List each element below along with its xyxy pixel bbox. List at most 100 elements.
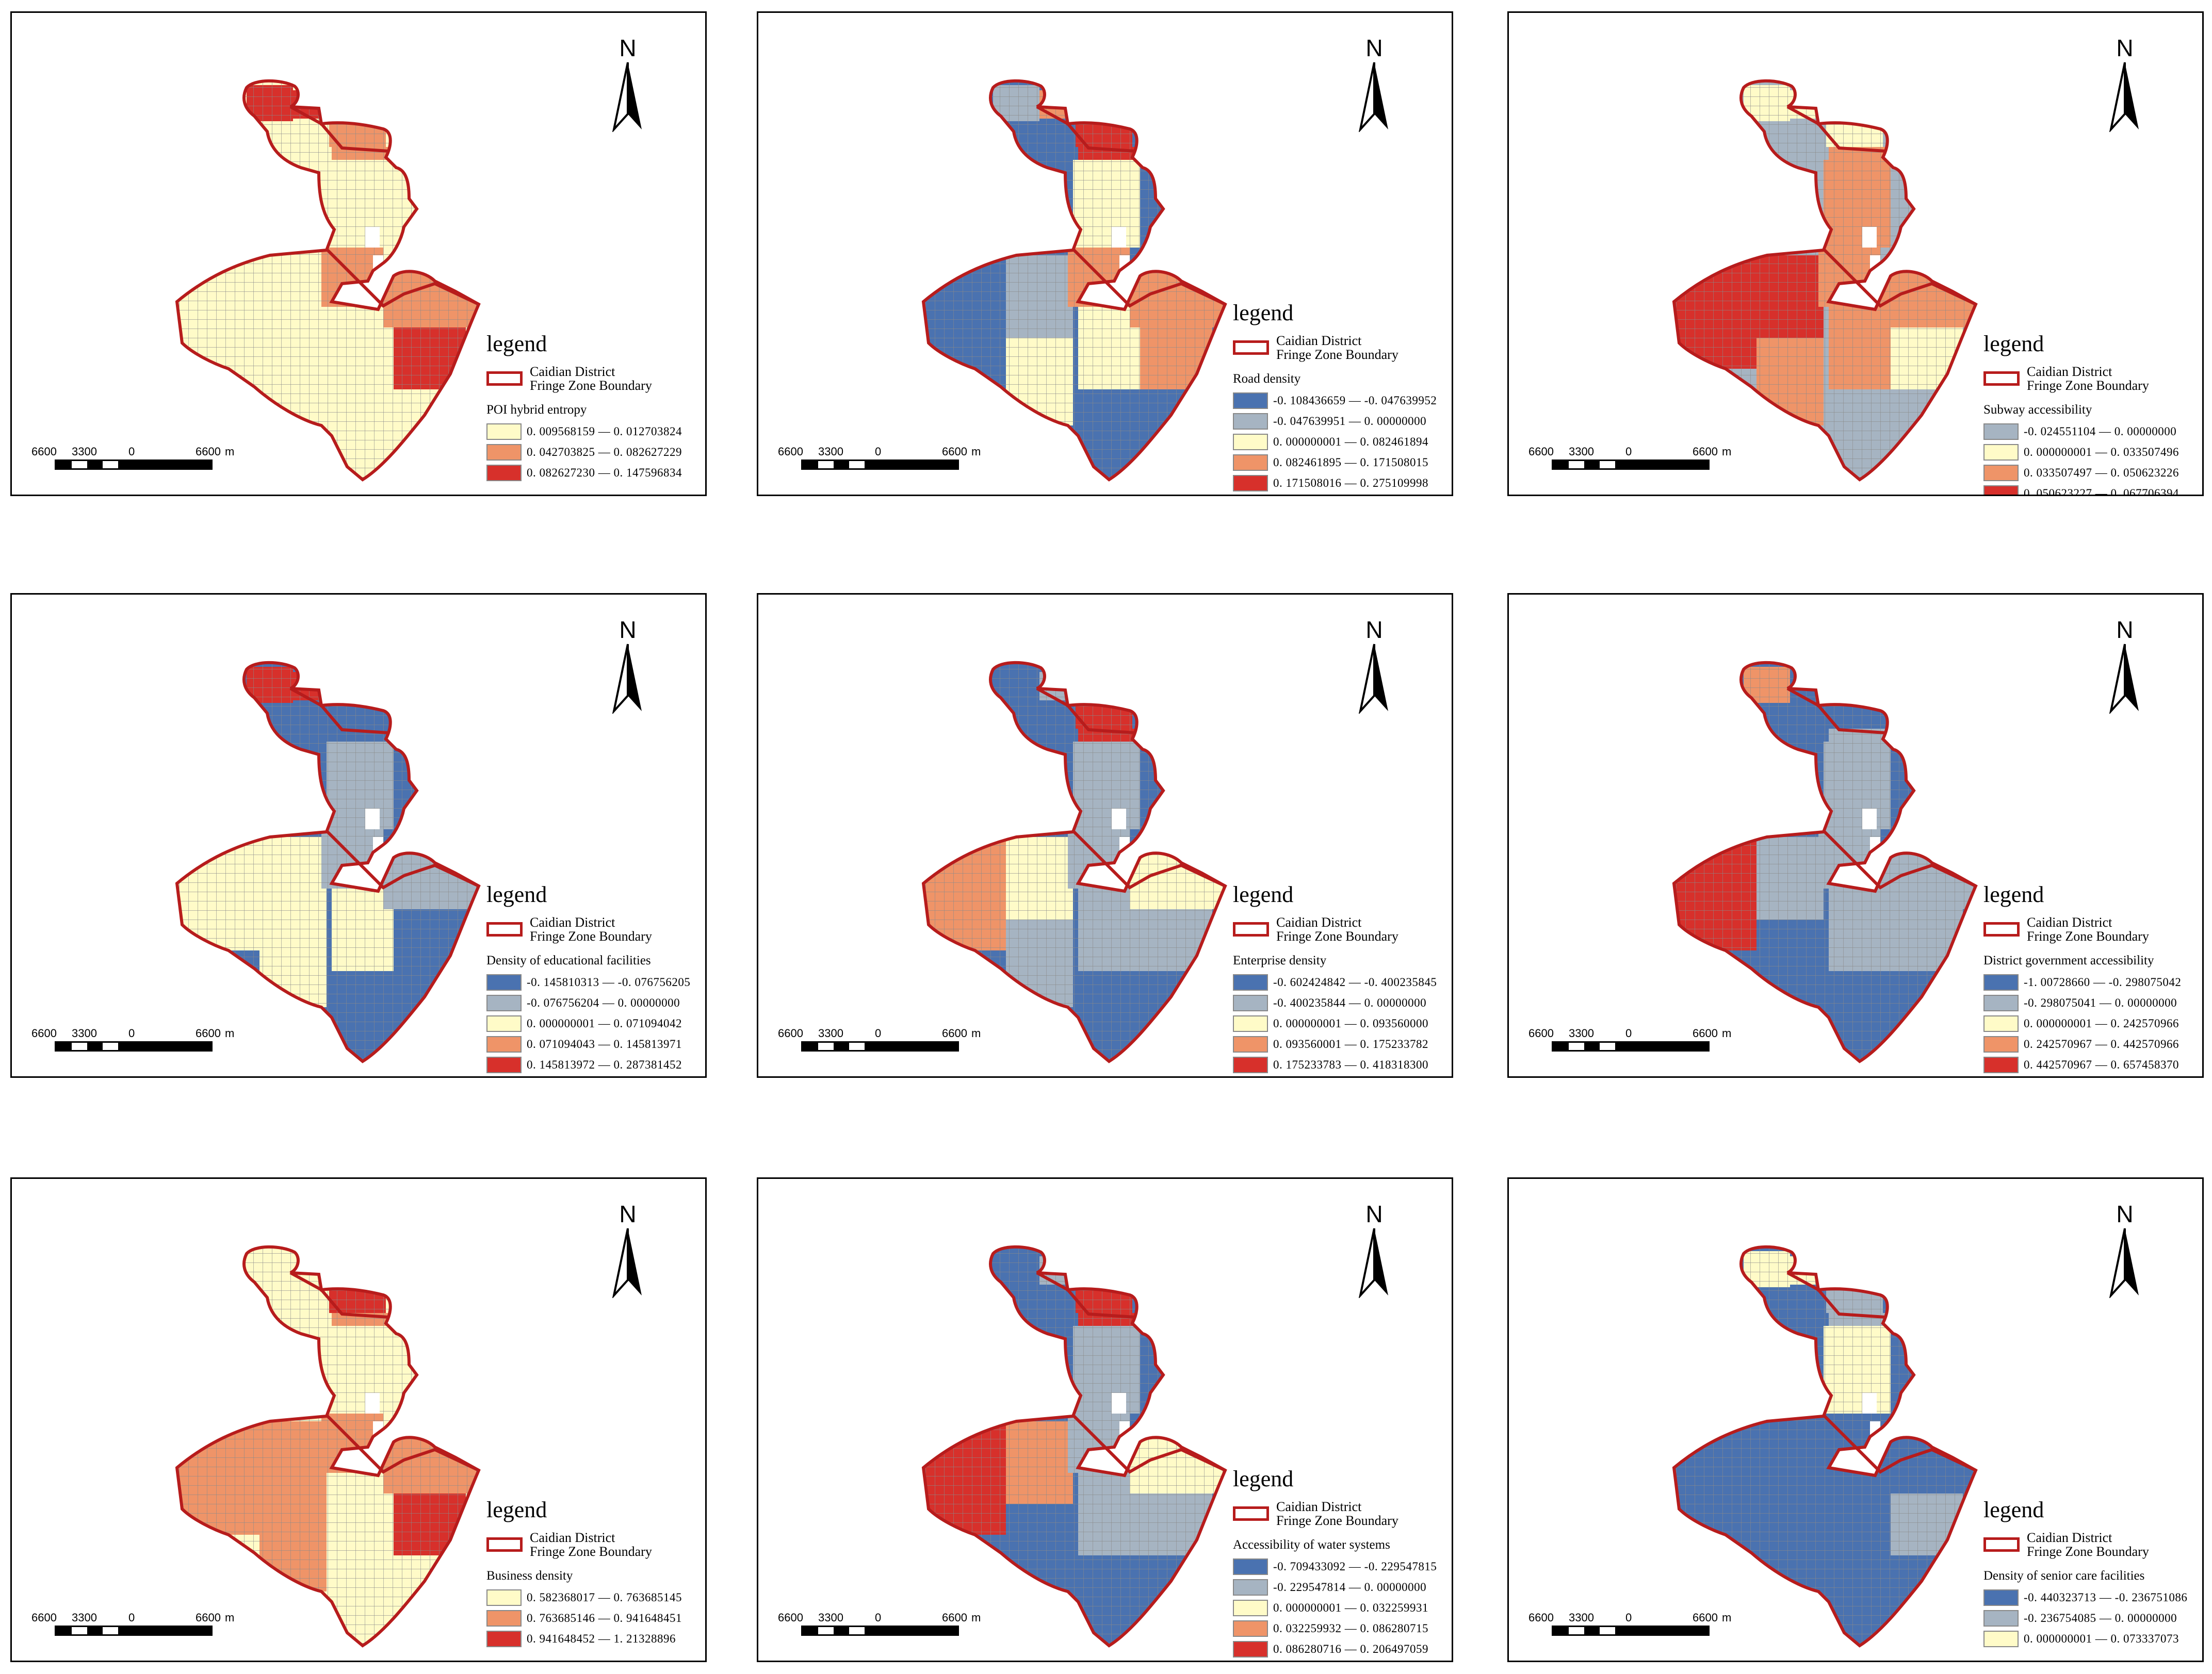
legend-range: 0. 000000001 — 0. 032259931 <box>1273 1601 1428 1614</box>
scale-tick-label: 0 <box>875 445 882 458</box>
scale-bar-graphic <box>801 1041 959 1052</box>
north-arrow: N <box>1354 1202 1395 1301</box>
scale-tick-label: 6600 <box>31 1027 57 1040</box>
scale-tick-label: 6600 <box>31 1611 57 1624</box>
fringe-zone-line <box>1036 1271 1226 1474</box>
north-arrow-icon <box>1358 644 1388 715</box>
legend-boundary-item: Caidian District Fringe Zone Boundary <box>1233 1499 1450 1529</box>
legend-swatch <box>1233 974 1268 991</box>
boundary-label: Caidian District Fringe Zone Boundary <box>530 915 652 944</box>
legend-swatch <box>486 444 522 461</box>
legend-range: 0. 000000001 — 0. 093560000 <box>1273 1017 1428 1030</box>
scale-bar: 6600 3300 0 6600 m <box>1528 1611 1731 1642</box>
legend-swatch <box>486 974 522 991</box>
legend-boundary-item: Caidian District Fringe Zone Boundary <box>486 364 703 393</box>
north-label: N <box>619 35 637 61</box>
legend-range: -0. 236754085 — 0. 00000000 <box>2024 1612 2177 1624</box>
scale-bar-graphic <box>55 1626 213 1636</box>
scale-bar: 6600 3300 0 6600 m <box>1528 1027 1731 1058</box>
boundary-swatch <box>1983 1537 2020 1552</box>
scale-unit: m <box>971 1611 981 1624</box>
legend-class-item: -0. 145810313 — -0. 076756205 <box>486 972 703 993</box>
layer-name: POI hybrid entropy <box>486 403 587 417</box>
legend-class-item: 0. 000000001 — 0. 093560000 <box>1233 1013 1450 1034</box>
district-map <box>921 661 1227 1063</box>
layer-name: Accessibility of water systems <box>1233 1538 1390 1552</box>
legend-range: -1. 00728660 — -0. 298075042 <box>2024 976 2182 989</box>
scale-tick-label: 0 <box>875 1611 882 1624</box>
legend-range: 0. 042703825 — 0. 082627229 <box>527 446 682 458</box>
legend-class-item: 0. 000000001 — 0. 033507496 <box>1983 442 2200 463</box>
fringe-zone-line <box>289 687 480 890</box>
legend: legend Caidian District Fringe Zone Bounda… <box>486 333 703 483</box>
district-map <box>1672 661 1978 1063</box>
north-arrow: N <box>1354 618 1395 716</box>
legend-range: 0. 145813972 — 0. 287381452 <box>527 1058 682 1071</box>
fringe-zone-line <box>1786 687 1977 890</box>
legend-boundary-item: Caidian District Fringe Zone Boundary <box>486 914 703 944</box>
layer-name: Business density <box>486 1569 573 1583</box>
north-arrow-icon <box>612 62 642 133</box>
scale-tick-label: 0 <box>1625 1027 1632 1040</box>
legend-class-item: -0. 047639951 — 0. 00000000 <box>1233 411 1450 432</box>
north-label: N <box>2116 1201 2134 1227</box>
scale-tick-label: 0 <box>128 1027 135 1040</box>
legend-class-item: 0. 032259932 — 0. 086280715 <box>1233 1618 1450 1639</box>
legend-swatch <box>1233 1558 1268 1575</box>
north-arrow: N <box>1354 36 1395 135</box>
district-boundary <box>175 661 481 1063</box>
boundary-label: Caidian District Fringe Zone Boundary <box>2027 1530 2149 1559</box>
legend-swatch <box>1233 1015 1268 1032</box>
north-label: N <box>2116 35 2134 61</box>
legend-class-item: -1. 00728660 — -0. 298075042 <box>1983 972 2200 993</box>
legend-class-item: -0. 709433092 — -0. 229547815 <box>1233 1556 1450 1577</box>
scale-unit: m <box>1722 1027 1732 1040</box>
north-arrow-icon <box>1358 62 1388 133</box>
legend-range: 0. 000000001 — 0. 071094042 <box>527 1017 682 1030</box>
north-label: N <box>619 616 637 643</box>
legend-class-item: -0. 602424842 — -0. 400235845 <box>1233 972 1450 993</box>
boundary-swatch <box>1983 371 2020 386</box>
boundary-label: Caidian District Fringe Zone Boundary <box>530 364 652 393</box>
legend-class-item: -0. 024551104 — 0. 00000000 <box>1983 421 2200 442</box>
north-label: N <box>1365 1201 1383 1227</box>
scale-tick-label: 3300 <box>818 1611 843 1624</box>
scale-bar: 6600 3300 0 6600 m <box>31 1027 234 1058</box>
scale-bar-graphic <box>1552 1626 1710 1636</box>
legend-swatch <box>1233 1620 1268 1637</box>
legend-title: legend <box>1233 1466 1294 1491</box>
fringe-zone-line <box>1786 1271 1977 1474</box>
scale-bar: 6600 3300 0 6600 m <box>1528 445 1731 476</box>
district-map <box>921 1245 1227 1648</box>
legend-swatch <box>486 1610 522 1627</box>
legend-range: 0. 033507497 — 0. 050623226 <box>2024 466 2179 479</box>
legend-class-item: 0. 093560001 — 0. 175233782 <box>1233 1034 1450 1055</box>
scale-tick-label: 6600 <box>196 1611 221 1624</box>
legend-swatch <box>1983 423 2019 440</box>
scale-bar-graphic <box>801 1626 959 1636</box>
scale-unit: m <box>1722 445 1732 458</box>
legend-swatch <box>1983 1589 2019 1606</box>
legend: legend Caidian District Fringe Zone Bounda… <box>1983 333 2200 495</box>
north-arrow-icon <box>2109 644 2139 715</box>
scale-bar: 6600 3300 0 6600 m <box>778 1611 981 1642</box>
legend-range: 0. 071094043 — 0. 145813971 <box>527 1038 682 1051</box>
scale-tick-label: 6600 <box>1528 1027 1554 1040</box>
north-arrow-icon <box>612 644 642 715</box>
scale-tick-label: 0 <box>128 1611 135 1624</box>
fringe-zone-line <box>289 1271 480 1474</box>
legend-class-item: 0. 000000001 — 0. 032259931 <box>1233 1598 1450 1618</box>
scale-tick-label: 6600 <box>942 445 967 458</box>
scale-unit: m <box>971 445 981 458</box>
legend-class-item: 0. 086280716 — 0. 206497059 <box>1233 1639 1450 1660</box>
scale-tick-label: 6600 <box>942 1611 967 1624</box>
scale-tick-label: 0 <box>1625 445 1632 458</box>
legend-swatch <box>486 1036 522 1053</box>
legend-range: 0. 000000001 — 0. 242570966 <box>2024 1017 2179 1030</box>
legend-class-item: 0. 171508016 — 0. 275109998 <box>1233 473 1450 494</box>
legend-class-item: 0. 000000001 — 0. 242570966 <box>1983 1013 2200 1034</box>
